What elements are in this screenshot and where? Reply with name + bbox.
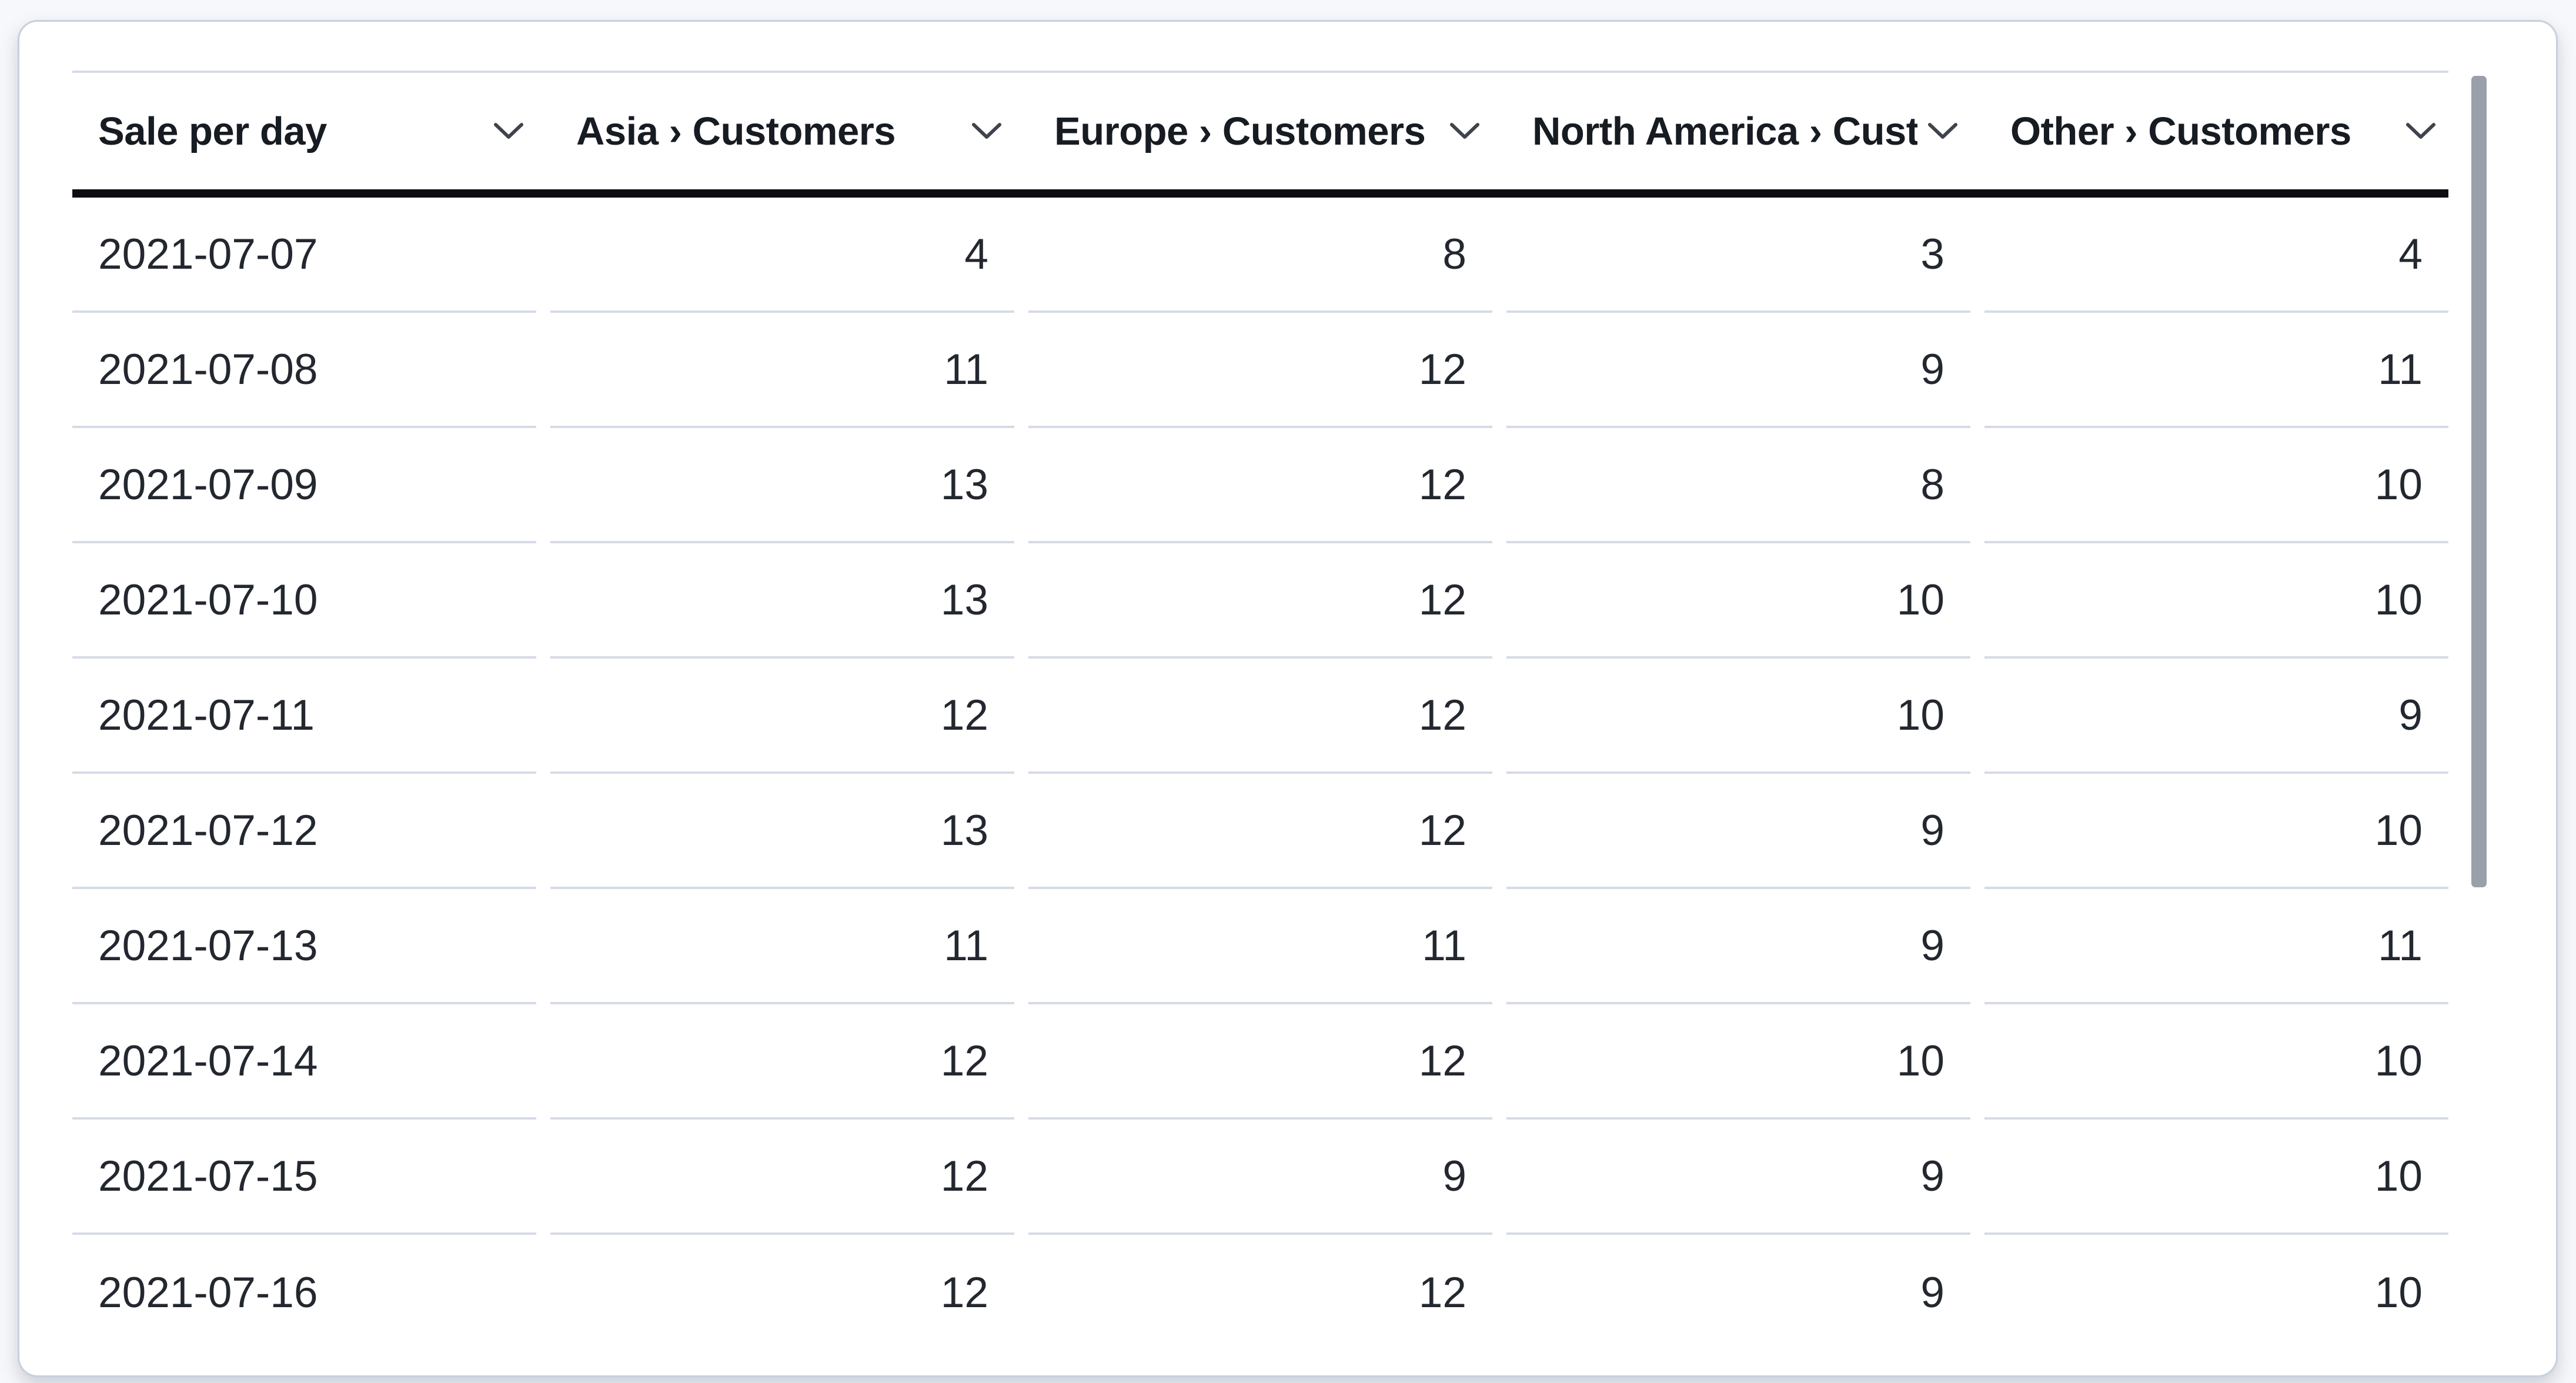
cell-value: 8 xyxy=(1028,198,1492,313)
table-row[interactable]: 2021-07-13 11 11 9 11 xyxy=(72,889,2448,1004)
cell-date: 2021-07-07 xyxy=(72,198,536,313)
table-header-row: Sale per day Asia › Customers Europe › C… xyxy=(72,71,2448,198)
column-header-label: Europe › Customers xyxy=(1054,109,1426,153)
cell-date: 2021-07-14 xyxy=(72,1004,536,1120)
table-row[interactable]: 2021-07-09 13 12 8 10 xyxy=(72,428,2448,543)
vertical-scrollbar-thumb[interactable] xyxy=(2471,76,2487,887)
chevron-down-icon[interactable] xyxy=(971,122,1003,141)
cell-value: 12 xyxy=(940,1268,988,1317)
cell-value: 8 xyxy=(1506,428,1970,543)
cell-value: 4 xyxy=(1984,198,2448,313)
cell-value: 11 xyxy=(550,313,1014,428)
column-header-label: North America › Customers xyxy=(1532,109,1917,153)
cell-value: 11 xyxy=(1984,313,2448,428)
table-row[interactable]: 2021-07-16 12 12 9 10 xyxy=(72,1235,2448,1350)
cell-value: 10 xyxy=(1984,543,2448,659)
data-table: Sale per day Asia › Customers Europe › C… xyxy=(72,71,2448,1350)
table-row[interactable]: 2021-07-15 12 9 9 10 xyxy=(72,1120,2448,1235)
cell-value: 12 xyxy=(1028,313,1492,428)
table-row[interactable]: 2021-07-08 11 12 9 11 xyxy=(72,313,2448,428)
cell-date: 2021-07-15 xyxy=(72,1120,536,1235)
table-row[interactable]: 2021-07-14 12 12 10 10 xyxy=(72,1004,2448,1120)
cell-value: 12 xyxy=(550,1004,1014,1120)
cell-value: 12 xyxy=(550,659,1014,774)
column-header-2[interactable]: Europe › Customers xyxy=(1028,73,1492,189)
table-row[interactable]: 2021-07-11 12 12 10 9 xyxy=(72,659,2448,774)
cell-value: 3 xyxy=(1506,198,1970,313)
cell-value: 10 xyxy=(1984,1120,2448,1235)
chevron-down-icon[interactable] xyxy=(1927,122,1959,141)
chevron-down-icon[interactable] xyxy=(2405,122,2437,141)
cell-value: 11 xyxy=(1028,889,1492,1004)
cell-value: 12 xyxy=(1028,428,1492,543)
cell-date: 2021-07-16 xyxy=(98,1268,318,1317)
column-header-3[interactable]: North America › Customers xyxy=(1506,73,1970,189)
chevron-down-icon[interactable] xyxy=(1449,122,1481,141)
cell-date: 2021-07-11 xyxy=(72,659,536,774)
cell-date: 2021-07-13 xyxy=(72,889,536,1004)
cell-value: 10 xyxy=(1506,1004,1970,1120)
cell-value: 10 xyxy=(2374,1268,2423,1317)
cell-value: 12 xyxy=(1028,543,1492,659)
cell-value: 9 xyxy=(1506,889,1970,1004)
cell-value: 12 xyxy=(1418,1268,1466,1317)
cell-value: 9 xyxy=(1506,1120,1970,1235)
cell-value: 10 xyxy=(1506,659,1970,774)
cell-value: 10 xyxy=(1984,428,2448,543)
cell-date: 2021-07-10 xyxy=(72,543,536,659)
cell-value: 13 xyxy=(550,774,1014,889)
column-header-0[interactable]: Sale per day xyxy=(72,73,536,189)
cell-value: 11 xyxy=(1984,889,2448,1004)
cell-date: 2021-07-09 xyxy=(72,428,536,543)
table-card: Sale per day Asia › Customers Europe › C… xyxy=(18,20,2558,1377)
cell-value: 12 xyxy=(1028,774,1492,889)
column-header-label: Other › Customers xyxy=(2010,109,2351,153)
cell-date: 2021-07-08 xyxy=(72,313,536,428)
cell-value: 10 xyxy=(1506,543,1970,659)
cell-value: 9 xyxy=(1984,659,2448,774)
chevron-down-icon[interactable] xyxy=(493,122,524,141)
column-header-label: Asia › Customers xyxy=(576,109,896,153)
cell-value: 10 xyxy=(1984,774,2448,889)
cell-value: 9 xyxy=(1028,1120,1492,1235)
column-header-1[interactable]: Asia › Customers xyxy=(550,73,1014,189)
column-header-4[interactable]: Other › Customers xyxy=(1984,73,2448,189)
cell-value: 10 xyxy=(1984,1004,2448,1120)
table-row[interactable]: 2021-07-10 13 12 10 10 xyxy=(72,543,2448,659)
cell-value: 12 xyxy=(1028,659,1492,774)
cell-value: 9 xyxy=(1506,774,1970,889)
cell-value: 11 xyxy=(550,889,1014,1004)
cell-value: 9 xyxy=(1506,313,1970,428)
table-row[interactable]: 2021-07-12 13 12 9 10 xyxy=(72,774,2448,889)
cell-value: 13 xyxy=(550,543,1014,659)
cell-date: 2021-07-12 xyxy=(72,774,536,889)
column-header-label: Sale per day xyxy=(98,109,327,153)
table-row[interactable]: 2021-07-07 4 8 3 4 xyxy=(72,198,2448,313)
cell-value: 4 xyxy=(550,198,1014,313)
cell-value: 12 xyxy=(1028,1004,1492,1120)
cell-value: 13 xyxy=(550,428,1014,543)
table-body: 2021-07-07 4 8 3 4 2021-07-08 11 12 9 11 2021-07-0… xyxy=(72,198,2448,1350)
cell-value: 9 xyxy=(1920,1268,1944,1317)
cell-value: 12 xyxy=(550,1120,1014,1235)
